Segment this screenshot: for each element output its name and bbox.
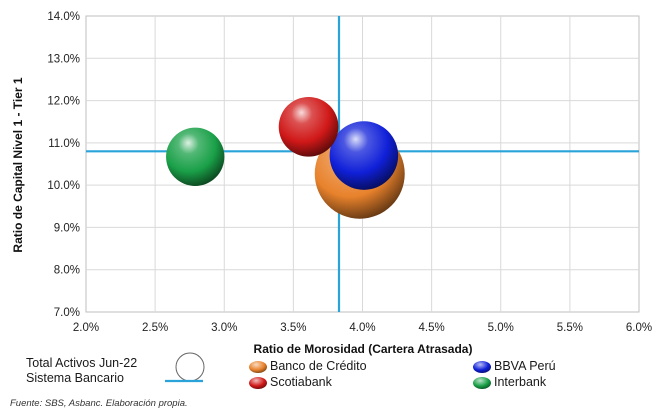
x-tick-label: 5.5% (557, 322, 583, 334)
bubble-interbank (166, 127, 225, 186)
x-tick-label: 2.5% (142, 322, 168, 334)
legend-banco-de-credito-icon (249, 361, 267, 373)
legend-interbank-icon (473, 377, 491, 389)
y-tick-label: 10.0% (47, 180, 80, 192)
legend-size-label: Total Activos Jun-22 (26, 356, 138, 370)
x-tick-label: 3.0% (211, 322, 237, 334)
legend-bbva-peru-icon (473, 361, 491, 373)
x-tick-label: 4.5% (419, 322, 445, 334)
legend-banco-de-credito-label: Banco de Crédito (270, 359, 367, 373)
legend-line-label: Sistema Bancario (26, 371, 124, 385)
x-tick-label: 5.0% (488, 322, 514, 334)
x-tick-label: 4.0% (349, 322, 375, 334)
bubbles (166, 96, 405, 219)
bubble-bbva-peru (329, 121, 399, 190)
source-note: Fuente: SBS, Asbanc. Elaboración propia. (10, 398, 188, 409)
x-axis-ticks: 2.0% 2.5% 3.0% 3.5% 4.0% 4.5% 5.0% 5.5% 6.0% (73, 322, 652, 334)
x-axis-title: Ratio de Morosidad (Cartera Atrasada) (254, 342, 473, 356)
y-tick-label: 7.0% (54, 307, 80, 319)
y-tick-label: 13.0% (47, 53, 80, 65)
legend-interbank-label: Interbank (494, 375, 547, 389)
y-tick-label: 14.0% (47, 11, 80, 23)
y-axis-ticks: 7.0% 8.0% 9.0% 10.0% 11.0% 12.0% 13.0% 14.0% (47, 11, 80, 319)
legend-line-icon (165, 379, 203, 383)
legend-scotiabank-label: Scotiabank (270, 375, 332, 389)
y-tick-label: 12.0% (47, 96, 80, 108)
x-tick-label: 6.0% (626, 322, 652, 334)
y-axis-title: Ratio de Capital Nivel 1 - Tier 1 (11, 77, 25, 252)
y-tick-label: 11.0% (48, 138, 80, 150)
x-tick-label: 3.5% (280, 322, 306, 334)
y-tick-label: 9.0% (54, 222, 80, 234)
y-tick-label: 8.0% (54, 265, 80, 277)
x-tick-label: 2.0% (73, 322, 99, 334)
legend-scotiabank-icon (249, 377, 267, 389)
bubble-scotiabank (278, 96, 339, 157)
legend-bbva-peru-label: BBVA Perú (494, 359, 556, 373)
